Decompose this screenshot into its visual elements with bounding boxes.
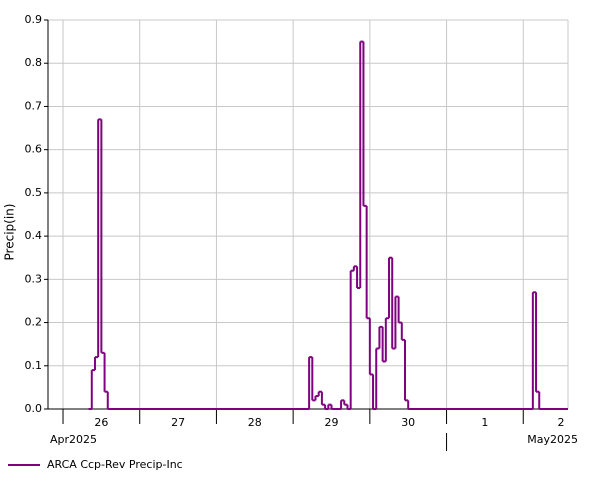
y-tick-label: 0.1 [25,359,43,372]
y-tick-label: 0.2 [25,316,43,329]
x-tick-label: 30 [401,416,415,429]
y-tick-label: 0.4 [25,229,43,242]
y-tick-label: 0.7 [25,99,43,112]
x-tick-label: 2 [558,416,565,429]
y-tick-label: 0.0 [25,402,43,415]
y-tick-label: 0.8 [25,56,43,69]
x-tick-label: 26 [94,416,108,429]
month-label: May2025 [527,433,578,446]
y-tick-label: 0.6 [25,143,43,156]
x-tick-label: 27 [171,416,185,429]
x-tick-label: 28 [248,416,262,429]
legend-label: ARCA Ccp-Rev Precip-Inc [47,458,183,471]
y-tick-label: 0.5 [25,186,43,199]
y-tick-label: 0.9 [25,13,43,26]
x-tick-label: 1 [481,416,488,429]
month-label: Apr2025 [50,433,97,446]
x-tick-label: 29 [324,416,338,429]
y-axis-label: Precip(in) [3,204,17,261]
y-tick-label: 0.3 [25,272,43,285]
